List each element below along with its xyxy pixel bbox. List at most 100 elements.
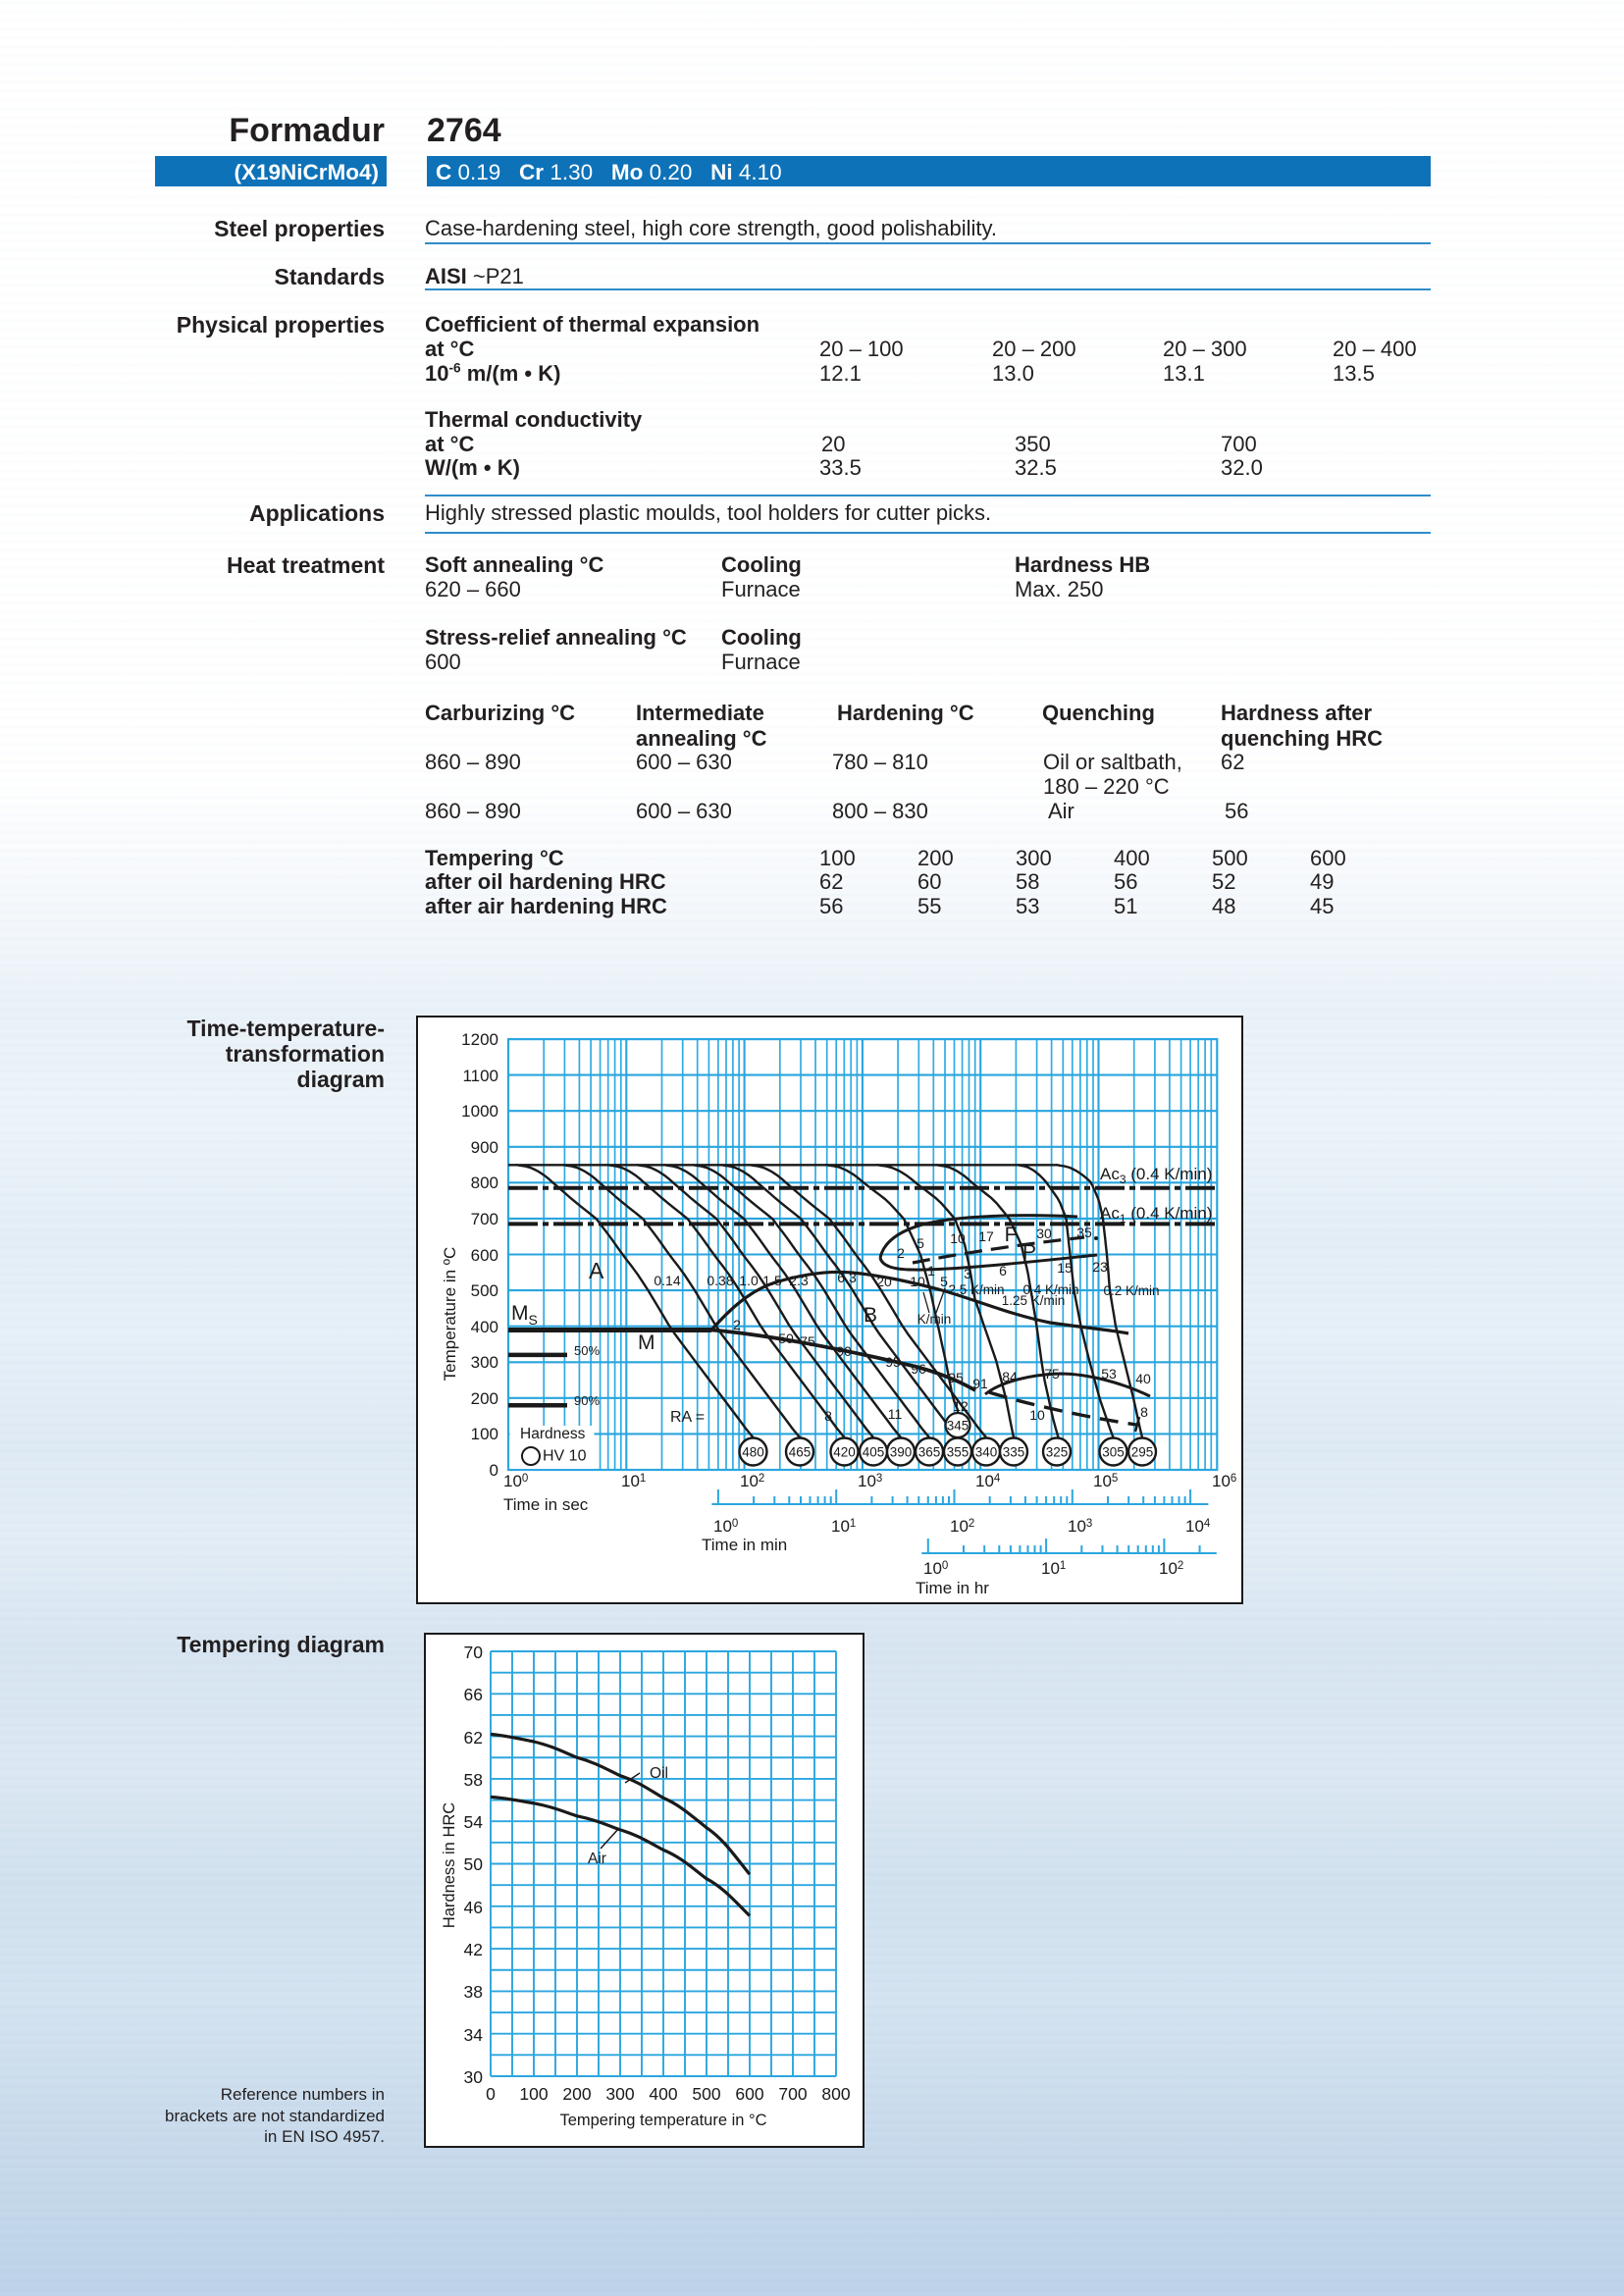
svg-text:345: 345 bbox=[947, 1419, 969, 1434]
svg-text:1: 1 bbox=[927, 1263, 935, 1278]
svg-text:58: 58 bbox=[464, 1770, 483, 1790]
svg-text:P: P bbox=[1022, 1241, 1036, 1264]
svg-text:335: 335 bbox=[1003, 1445, 1025, 1460]
svg-text:0: 0 bbox=[486, 2084, 496, 2104]
svg-text:2.5 K/min: 2.5 K/min bbox=[948, 1282, 1004, 1297]
svg-text:2: 2 bbox=[733, 1317, 741, 1332]
svg-text:1200: 1200 bbox=[461, 1030, 498, 1049]
svg-text:8: 8 bbox=[824, 1408, 832, 1424]
svg-text:10: 10 bbox=[1029, 1407, 1045, 1423]
svg-text:300: 300 bbox=[605, 2084, 634, 2104]
svg-text:20: 20 bbox=[876, 1274, 892, 1289]
svg-text:Ac3 (0.4 K/min): Ac3 (0.4 K/min) bbox=[1100, 1165, 1212, 1186]
svg-text:600: 600 bbox=[735, 2084, 763, 2104]
svg-text:305: 305 bbox=[1102, 1445, 1125, 1460]
svg-text:1100: 1100 bbox=[462, 1067, 498, 1085]
svg-text:Air: Air bbox=[588, 1851, 606, 1867]
svg-text:465: 465 bbox=[789, 1445, 812, 1460]
svg-text:Oil: Oil bbox=[650, 1765, 668, 1782]
svg-text:420: 420 bbox=[833, 1445, 856, 1460]
svg-text:2: 2 bbox=[897, 1245, 905, 1261]
svg-text:42: 42 bbox=[464, 1940, 483, 1959]
svg-text:200: 200 bbox=[562, 2084, 591, 2104]
svg-text:53: 53 bbox=[1101, 1366, 1117, 1382]
svg-text:90: 90 bbox=[836, 1343, 852, 1359]
svg-text:480: 480 bbox=[742, 1445, 764, 1460]
svg-text:Time in min: Time in min bbox=[702, 1536, 787, 1554]
svg-text:500: 500 bbox=[692, 2084, 720, 2104]
svg-text:40: 40 bbox=[1135, 1371, 1151, 1386]
svg-text:405: 405 bbox=[863, 1445, 885, 1460]
svg-text:340: 340 bbox=[975, 1445, 998, 1460]
svg-text:1.5: 1.5 bbox=[762, 1273, 782, 1288]
svg-text:100: 100 bbox=[519, 2084, 548, 2104]
svg-text:50: 50 bbox=[778, 1331, 794, 1346]
svg-text:3: 3 bbox=[964, 1266, 971, 1281]
svg-text:70: 70 bbox=[464, 1643, 484, 1662]
svg-text:325: 325 bbox=[1046, 1445, 1069, 1460]
svg-text:90%: 90% bbox=[574, 1393, 600, 1408]
svg-text:0.38: 0.38 bbox=[707, 1273, 733, 1288]
svg-text:Tempering temperature in °C: Tempering temperature in °C bbox=[559, 2112, 766, 2129]
svg-text:5: 5 bbox=[917, 1235, 924, 1251]
svg-text:400: 400 bbox=[649, 2084, 677, 2104]
svg-text:2.3: 2.3 bbox=[789, 1273, 809, 1288]
svg-text:54: 54 bbox=[464, 1812, 484, 1832]
svg-text:96: 96 bbox=[911, 1361, 926, 1377]
svg-text:F: F bbox=[1005, 1224, 1018, 1246]
svg-text:6: 6 bbox=[999, 1263, 1007, 1278]
svg-text:35: 35 bbox=[1076, 1225, 1092, 1240]
svg-text:Time in hr: Time in hr bbox=[916, 1579, 989, 1597]
svg-text:6.3: 6.3 bbox=[837, 1270, 857, 1285]
svg-text:295: 295 bbox=[1131, 1445, 1154, 1460]
svg-text:10: 10 bbox=[950, 1230, 966, 1246]
svg-text:365: 365 bbox=[918, 1445, 941, 1460]
svg-text:Ac1 (0.4 K/min): Ac1 (0.4 K/min) bbox=[1100, 1204, 1212, 1226]
svg-text:500: 500 bbox=[471, 1281, 498, 1300]
svg-text:66: 66 bbox=[464, 1685, 483, 1704]
svg-text:84: 84 bbox=[1002, 1369, 1018, 1384]
svg-text:12: 12 bbox=[953, 1398, 969, 1414]
svg-text:390: 390 bbox=[890, 1445, 913, 1460]
svg-text:50%: 50% bbox=[574, 1343, 600, 1358]
svg-text:95: 95 bbox=[948, 1370, 964, 1385]
svg-text:30: 30 bbox=[464, 2067, 484, 2087]
svg-text:HV 10: HV 10 bbox=[543, 1448, 587, 1465]
svg-text:8: 8 bbox=[1140, 1404, 1148, 1420]
svg-text:91: 91 bbox=[972, 1376, 988, 1391]
svg-text:100: 100 bbox=[471, 1425, 498, 1443]
svg-text:B: B bbox=[864, 1304, 877, 1327]
svg-text:50: 50 bbox=[464, 1854, 484, 1874]
svg-text:0.4 K/min: 0.4 K/min bbox=[1022, 1282, 1078, 1297]
svg-text:1.25 K/min: 1.25 K/min bbox=[1002, 1293, 1066, 1308]
svg-text:K/min: K/min bbox=[917, 1312, 952, 1327]
svg-text:95: 95 bbox=[885, 1354, 901, 1370]
svg-text:0.2 K/min: 0.2 K/min bbox=[1103, 1283, 1159, 1298]
svg-text:0: 0 bbox=[490, 1461, 498, 1480]
svg-text:1.0: 1.0 bbox=[739, 1273, 759, 1288]
svg-text:600: 600 bbox=[471, 1246, 498, 1265]
svg-text:1000: 1000 bbox=[461, 1102, 498, 1121]
svg-text:38: 38 bbox=[464, 1982, 483, 2002]
svg-text:Temperature in ºC: Temperature in ºC bbox=[441, 1247, 459, 1382]
svg-text:M: M bbox=[638, 1331, 655, 1354]
svg-text:355: 355 bbox=[947, 1445, 969, 1460]
svg-text:300: 300 bbox=[471, 1353, 498, 1372]
svg-text:Hardness in HRC: Hardness in HRC bbox=[441, 1802, 458, 1928]
svg-text:17: 17 bbox=[978, 1228, 994, 1244]
svg-text:75: 75 bbox=[1044, 1366, 1060, 1382]
svg-text:700: 700 bbox=[778, 2084, 807, 2104]
svg-text:200: 200 bbox=[471, 1389, 498, 1408]
svg-text:0.14: 0.14 bbox=[654, 1273, 680, 1288]
svg-text:75: 75 bbox=[800, 1333, 815, 1349]
svg-text:RA =: RA = bbox=[670, 1409, 705, 1426]
svg-text:11: 11 bbox=[888, 1406, 903, 1422]
svg-text:5: 5 bbox=[940, 1274, 948, 1289]
svg-text:Time in sec: Time in sec bbox=[503, 1495, 589, 1514]
svg-text:Hardness: Hardness bbox=[520, 1426, 586, 1442]
svg-text:30: 30 bbox=[1036, 1226, 1052, 1241]
svg-text:34: 34 bbox=[464, 2025, 484, 2045]
svg-text:10: 10 bbox=[910, 1274, 925, 1289]
svg-text:23: 23 bbox=[1092, 1259, 1108, 1275]
svg-text:A: A bbox=[589, 1258, 604, 1283]
